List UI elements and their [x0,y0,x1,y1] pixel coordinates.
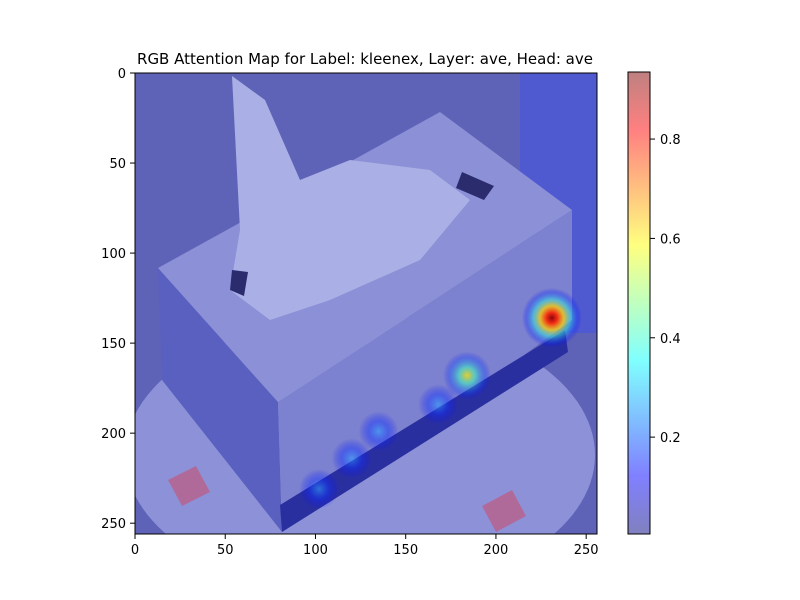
plot-frame [134,72,598,535]
y-axis: 0 50 100 150 200 250 [101,67,135,532]
x-tick-label: 50 [217,543,234,558]
y-tick-label: 150 [101,337,126,352]
colorbar-tick-label: 0.4 [660,332,681,347]
y-tick-label: 250 [101,517,126,532]
photo-box-front [158,268,282,532]
colorbar-tick-label: 0.2 [660,431,681,446]
x-tick-label: 150 [393,543,418,558]
colorbar: 0.2 0.4 0.6 0.8 [627,71,681,535]
y-tick-label: 50 [109,157,126,172]
photo-marker-right [482,490,526,532]
attention-hotspot [443,351,492,400]
photo-marker-left [168,466,210,506]
colorbar-ticks: 0.2 0.4 0.6 0.8 [650,133,681,446]
attention-hotspot [521,287,582,348]
colorbar-tick-label: 0.8 [660,133,681,148]
x-axis: 0 50 100 150 200 250 [131,534,599,558]
attention-hotspot [358,411,399,452]
colorbar-gradient [628,72,650,534]
y-tick-label: 0 [118,67,126,82]
x-tick-label: 200 [484,543,509,558]
attention-hotspot [418,384,459,425]
y-tick-label: 200 [101,427,126,442]
y-tick-label: 100 [101,247,126,262]
attention-image [135,73,597,534]
photo-box-stripe [280,330,568,532]
colorbar-tick-label: 0.6 [660,232,681,247]
attention-hotspot [331,438,372,479]
attention-hotspot [299,468,340,509]
colorbar-frame [627,71,651,535]
photo-box-opening-right [456,172,494,200]
photo-tissue [230,76,470,320]
x-tick-label: 250 [574,543,599,558]
x-tick-label: 100 [303,543,328,558]
chart-title: RGB Attention Map for Label: kleenex, La… [137,50,593,68]
photo-box-opening-left [230,270,248,296]
attention-hotspots [299,287,582,509]
x-tick-label: 0 [131,543,139,558]
